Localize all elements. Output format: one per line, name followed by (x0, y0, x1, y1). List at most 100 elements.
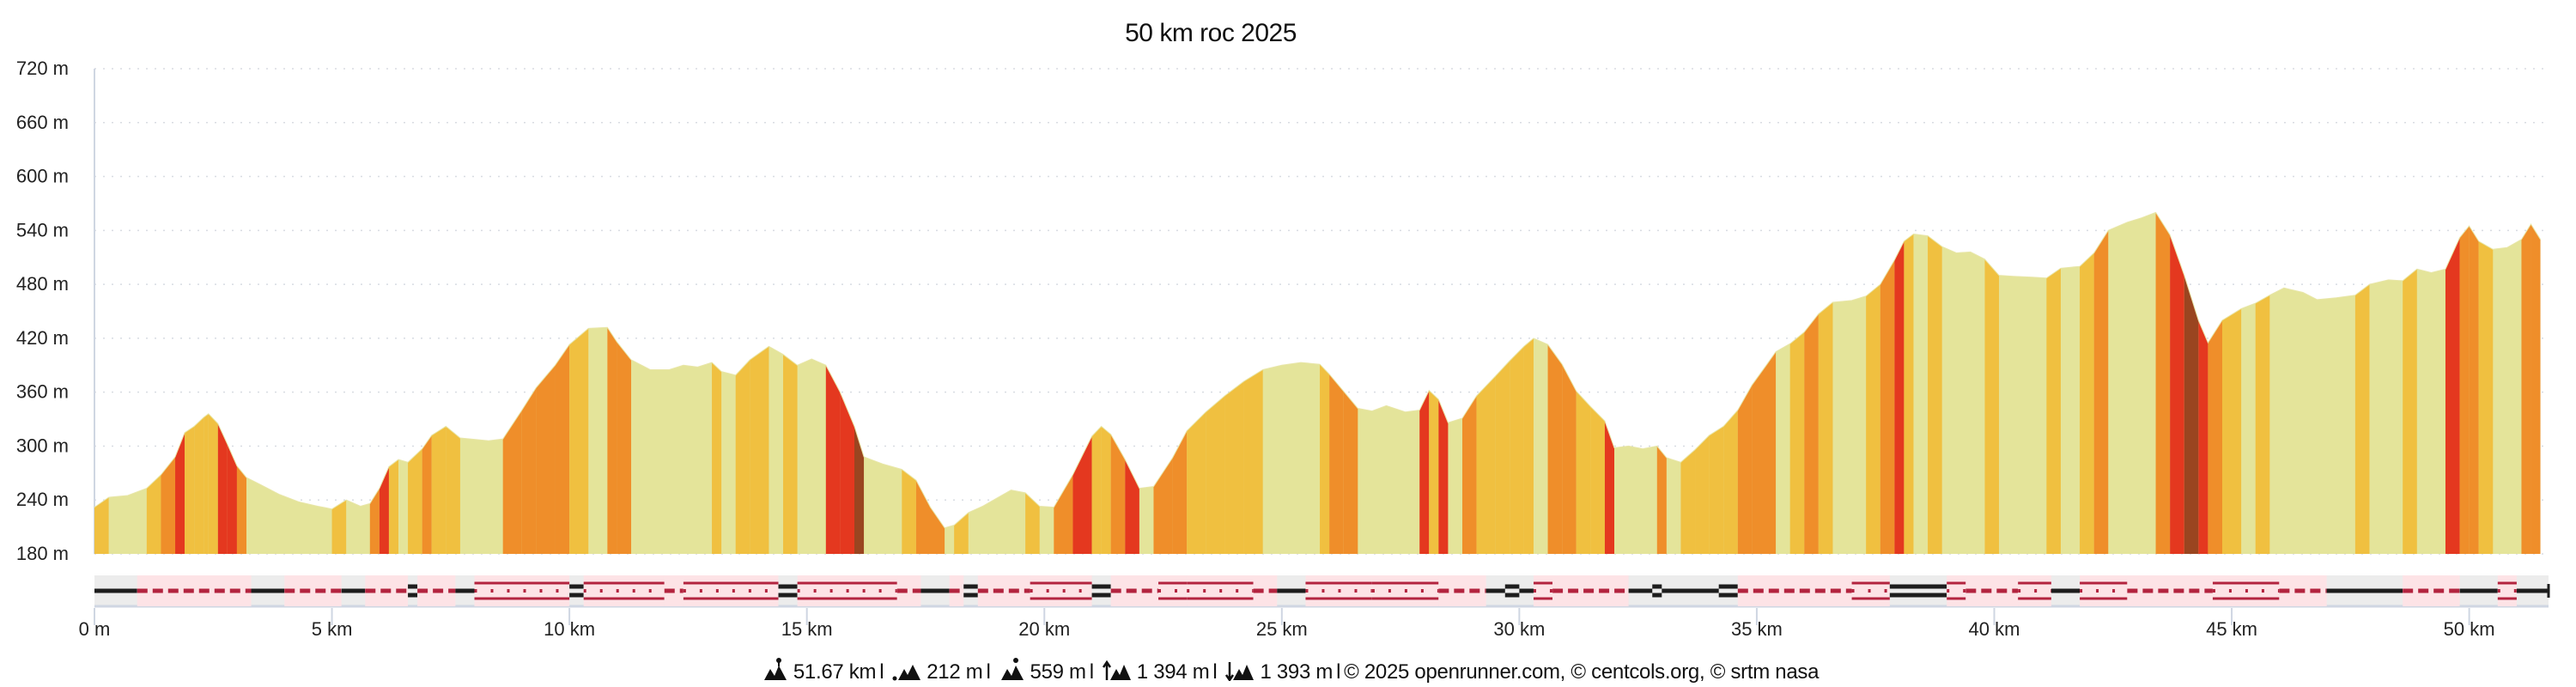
gradient-band (1101, 212, 1111, 554)
gradient-band (208, 212, 218, 554)
gradient-band (1680, 212, 1696, 554)
gradient-band (735, 212, 750, 554)
gradient-band (2354, 212, 2370, 554)
gradient-band (2170, 212, 2184, 554)
gradient-band (1224, 212, 1244, 554)
surface-path-bg (474, 575, 570, 606)
gradient-band (1343, 212, 1358, 554)
gradient-band (854, 212, 865, 554)
surface-path-bg (1851, 575, 1890, 606)
gradient-band (408, 212, 422, 554)
gradient-band (1419, 212, 1430, 554)
credits-text: © 2025 openrunner.com, © centcols.org, ©… (1344, 660, 1820, 684)
chart-title-text: 50 km roc 2025 (1125, 19, 1297, 47)
max-elevation-value: 559 m (1030, 660, 1087, 684)
gradient-band (521, 212, 537, 554)
y-tick-label: 240 m (16, 489, 69, 510)
y-tick-label: 300 m (16, 435, 69, 456)
gradient-band (750, 212, 769, 554)
x-tick-label: 30 km (1493, 618, 1545, 640)
distance-mountain-icon (762, 657, 788, 687)
x-tick-label: 45 km (2206, 618, 2257, 640)
x-axis: 0 m 5 km 10 km 15 km 20 km 25 km 30 km 35 km 40 … (79, 608, 2495, 640)
gradient-band (1752, 212, 1767, 554)
surface-path-bg (683, 575, 779, 606)
gradient-band (2198, 212, 2208, 554)
x-tick-label: 0 m (79, 618, 111, 640)
gradient-band (2521, 212, 2531, 554)
gradient-band (2208, 212, 2223, 554)
gradient-band (1576, 212, 1591, 554)
gradient-band (1495, 212, 1510, 554)
gradient-band (1523, 212, 1534, 554)
gradient-band (1723, 212, 1738, 554)
gradient-band (1054, 212, 1073, 554)
gradient-band (331, 212, 347, 554)
max-elevation-icon (999, 657, 1025, 687)
gradient-band (217, 212, 228, 554)
gradient-band (1880, 212, 1895, 554)
gradient-band (1984, 212, 2000, 554)
gradient-band (1072, 212, 1092, 554)
gradient-band (1766, 212, 1777, 554)
y-tick-label: 480 m (16, 273, 69, 295)
gradient-band (1709, 212, 1724, 554)
gradient-band (1438, 212, 1449, 554)
chart-title: 50 km roc 2025 (0, 19, 2576, 48)
gradient-band (1695, 212, 1710, 554)
gradient-band (2255, 212, 2270, 554)
gradient-band (1894, 212, 1905, 554)
gradient-band (2155, 212, 2171, 554)
gradient-band (1462, 212, 1477, 554)
separator: l (1336, 660, 1341, 684)
gradient-band (825, 212, 841, 554)
gradient-band (536, 212, 556, 554)
surface-path-bg (1533, 575, 1553, 606)
gradient-band (930, 212, 945, 554)
y-tick-label: 180 m (16, 543, 69, 564)
gradient-band (617, 212, 632, 554)
gradient-band (161, 212, 176, 554)
gradient-band (607, 212, 617, 554)
gradient-band (915, 212, 931, 554)
gradient-band (227, 212, 237, 554)
x-tick-label: 25 km (1256, 618, 1308, 640)
surface-trail-bg (2127, 575, 2213, 606)
gradient-band (2445, 212, 2460, 554)
x-tick-label: 15 km (781, 618, 833, 640)
gradient-band (783, 212, 798, 554)
gradient-band (446, 212, 460, 554)
gradient-band (1329, 212, 1344, 554)
surface-path-bg (1030, 575, 1092, 606)
gradient-band (194, 212, 204, 554)
gradient-band (1804, 212, 1819, 554)
gradient-band (1125, 212, 1139, 554)
gradient-band (902, 212, 916, 554)
x-tick-label: 50 km (2444, 618, 2495, 640)
gradient-band (2222, 212, 2242, 554)
gradient-band (555, 212, 570, 554)
gradient-band (185, 212, 195, 554)
gradient-band (1866, 212, 1880, 554)
x-tick-label: 5 km (312, 618, 353, 640)
gradient-band (431, 212, 447, 554)
x-tick-label: 40 km (1969, 618, 2020, 640)
separator: l (986, 660, 991, 684)
gradient-band (388, 212, 399, 554)
gradient-band (1110, 212, 1126, 554)
descent-icon (1225, 657, 1255, 687)
gradient-band (2403, 212, 2417, 554)
x-tick-label: 20 km (1018, 618, 1070, 640)
gradient-band (1476, 212, 1496, 554)
gradient-band (1547, 212, 1563, 554)
gradient-band (1320, 212, 1330, 554)
gradient-band (1206, 212, 1225, 554)
gradient-band (2080, 212, 2094, 554)
gradient-band (1025, 212, 1040, 554)
gradient-band (712, 212, 722, 554)
gradient-band (1818, 212, 1833, 554)
gradient-band (1172, 212, 1188, 554)
gradient-band (2478, 212, 2494, 554)
gradient-band (1429, 212, 1439, 554)
